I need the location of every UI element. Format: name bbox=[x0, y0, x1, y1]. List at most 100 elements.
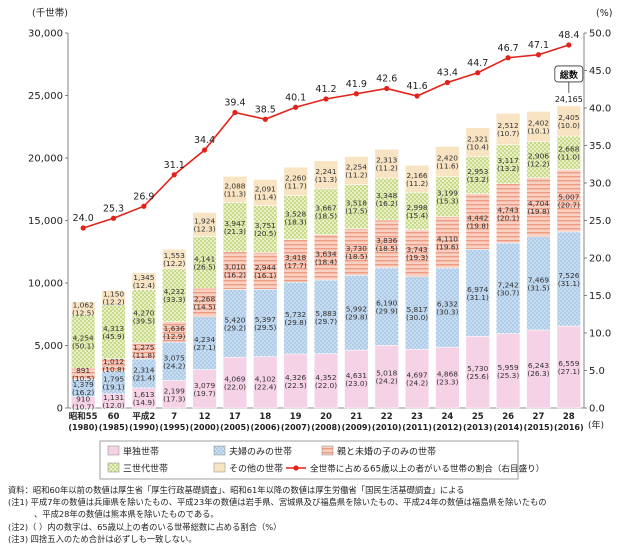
right-tick-label: 40.0 bbox=[589, 104, 611, 115]
bar-share-label: (30.3) bbox=[436, 308, 458, 317]
bar-value-label: 3,418 bbox=[285, 253, 306, 262]
bar-share-label: (16.2) bbox=[376, 199, 398, 208]
ratio-point bbox=[110, 215, 117, 221]
bar-share-label: (12.2) bbox=[102, 298, 124, 307]
ratio-point bbox=[475, 70, 481, 76]
category-year: (2007) bbox=[281, 423, 311, 432]
bar-share-label: (11.0) bbox=[558, 153, 580, 162]
bar-value-label: 3,010 bbox=[224, 263, 245, 272]
bar-share-label: (10.8) bbox=[102, 365, 124, 374]
left-tick-label: 10,000 bbox=[28, 279, 63, 290]
bar-share-label: (17.3) bbox=[163, 394, 185, 403]
bar-value-label: 4,270 bbox=[133, 308, 154, 317]
bar-value-label: 2,944 bbox=[255, 263, 276, 272]
bar-value-label: 6,190 bbox=[376, 299, 397, 308]
bar-value-label: 1,150 bbox=[103, 290, 124, 299]
bar-value-label: 2,268 bbox=[194, 294, 215, 303]
category-label: 26 bbox=[502, 412, 514, 422]
legend-label: 単独世帯 bbox=[123, 446, 159, 458]
category-label: 昭和55 bbox=[69, 411, 98, 422]
bar-segment bbox=[131, 272, 156, 290]
bar-value-label: 2,321 bbox=[467, 134, 488, 143]
bar-share-label: (12.2) bbox=[163, 259, 185, 268]
bar-value-label: 7,469 bbox=[528, 275, 549, 284]
bar-segment bbox=[526, 111, 551, 142]
ratio-point bbox=[384, 85, 390, 92]
legend-label: 親と未婚の子のみの世帯 bbox=[337, 446, 436, 458]
bar-share-label: (11.2) bbox=[345, 171, 367, 180]
ratio-label: 48.4 bbox=[558, 30, 579, 41]
category-year: (2011) bbox=[402, 423, 432, 432]
bar-value-label: 5,732 bbox=[285, 310, 306, 319]
ratio-point bbox=[566, 42, 572, 48]
bar-share-label: (14.9) bbox=[133, 398, 155, 407]
bar-share-label: (18.3) bbox=[285, 218, 307, 227]
bar-value-label: 2,402 bbox=[528, 118, 549, 127]
bar-share-label: (12.0) bbox=[102, 401, 124, 410]
bar-share-label: (19.3) bbox=[406, 253, 428, 262]
bar-value-label: 4,234 bbox=[194, 335, 215, 344]
bar-value-label: 2,906 bbox=[528, 152, 549, 161]
bar-share-label: (22.0) bbox=[224, 383, 246, 392]
bar-value-label: 2,314 bbox=[133, 365, 154, 374]
ratio-label: 44.7 bbox=[467, 58, 488, 69]
category-year: (2006) bbox=[251, 423, 281, 432]
bar-segment bbox=[162, 249, 187, 269]
bar-share-label: (12.9) bbox=[163, 332, 185, 341]
ratio-label: 40.1 bbox=[285, 92, 306, 103]
bar-value-label: 4,141 bbox=[194, 254, 215, 263]
left-tick-label: 5,000 bbox=[34, 341, 63, 352]
bar-share-label: (19.8) bbox=[527, 207, 549, 216]
category-year: (2005) bbox=[220, 423, 250, 432]
category-label: 28 bbox=[563, 412, 575, 422]
ratio-point bbox=[80, 225, 86, 231]
bar-share-label: (11.2) bbox=[406, 179, 428, 188]
bar-value-label: 2,953 bbox=[467, 167, 488, 176]
bar-value-label: 2,241 bbox=[315, 167, 336, 176]
bar-value-label: 7,526 bbox=[558, 271, 579, 280]
bar-share-label: (17.7) bbox=[285, 261, 307, 270]
bar-share-label: (50.1) bbox=[72, 342, 94, 351]
legend-swatch bbox=[213, 462, 226, 473]
bar-share-label: (22.0) bbox=[315, 381, 337, 390]
category-year: (2009) bbox=[342, 423, 372, 432]
bar-share-label: (21.3) bbox=[224, 227, 246, 236]
category-label: 60 bbox=[108, 412, 120, 422]
bar-share-label: (19.6) bbox=[436, 242, 458, 251]
bar-share-label: (29.8) bbox=[345, 313, 367, 322]
bar-share-label: (10.1) bbox=[527, 126, 549, 135]
ratio-label: 47.1 bbox=[528, 40, 549, 51]
bar-value-label: 1,553 bbox=[164, 251, 185, 260]
bar-value-label: 5,007 bbox=[558, 193, 579, 202]
bar-value-label: 3,079 bbox=[194, 381, 215, 390]
bar-share-label: (18.4) bbox=[315, 257, 337, 266]
total-callout-label: 総数 bbox=[560, 69, 579, 81]
bar-share-label: (20.7) bbox=[558, 201, 580, 210]
bar-share-label: (19.1) bbox=[102, 383, 124, 392]
bar-value-label: 5,018 bbox=[376, 369, 397, 378]
bar-value-label: 5,883 bbox=[315, 309, 336, 318]
bar-value-label: 3,667 bbox=[315, 204, 336, 213]
bar-value-label: 3,634 bbox=[315, 249, 336, 258]
bar-value-label: 1,636 bbox=[164, 324, 185, 333]
bar-share-label: (21.4) bbox=[133, 373, 155, 382]
bar-value-label: 2,668 bbox=[558, 145, 579, 154]
ratio-label: 24.0 bbox=[73, 213, 94, 224]
ratio-point bbox=[201, 147, 208, 153]
bar-value-label: 6,974 bbox=[467, 285, 488, 294]
bar-share-label: (29.8) bbox=[285, 318, 307, 327]
category-year: (2013) bbox=[463, 423, 493, 432]
y-left-unit: (千世帯) bbox=[32, 7, 68, 19]
bar-share-label: (20.1) bbox=[497, 213, 519, 222]
bar-value-label: 4,326 bbox=[285, 373, 306, 382]
bar-value-label: 5,817 bbox=[406, 305, 427, 314]
legend-swatch bbox=[107, 445, 120, 456]
bar-value-label: 4,352 bbox=[315, 373, 336, 382]
right-tick-label: 20.0 bbox=[589, 254, 611, 265]
ratio-label: 34.4 bbox=[194, 135, 215, 146]
bar-share-label: (29.2) bbox=[224, 323, 246, 332]
bar-share-label: (16.2) bbox=[224, 271, 246, 280]
note-1: (注1) 平成7年の数値は兵庫県を除いたもの、平成23年の数値は岩手県、宮城県及… bbox=[8, 497, 547, 508]
bar-segment bbox=[313, 160, 339, 190]
